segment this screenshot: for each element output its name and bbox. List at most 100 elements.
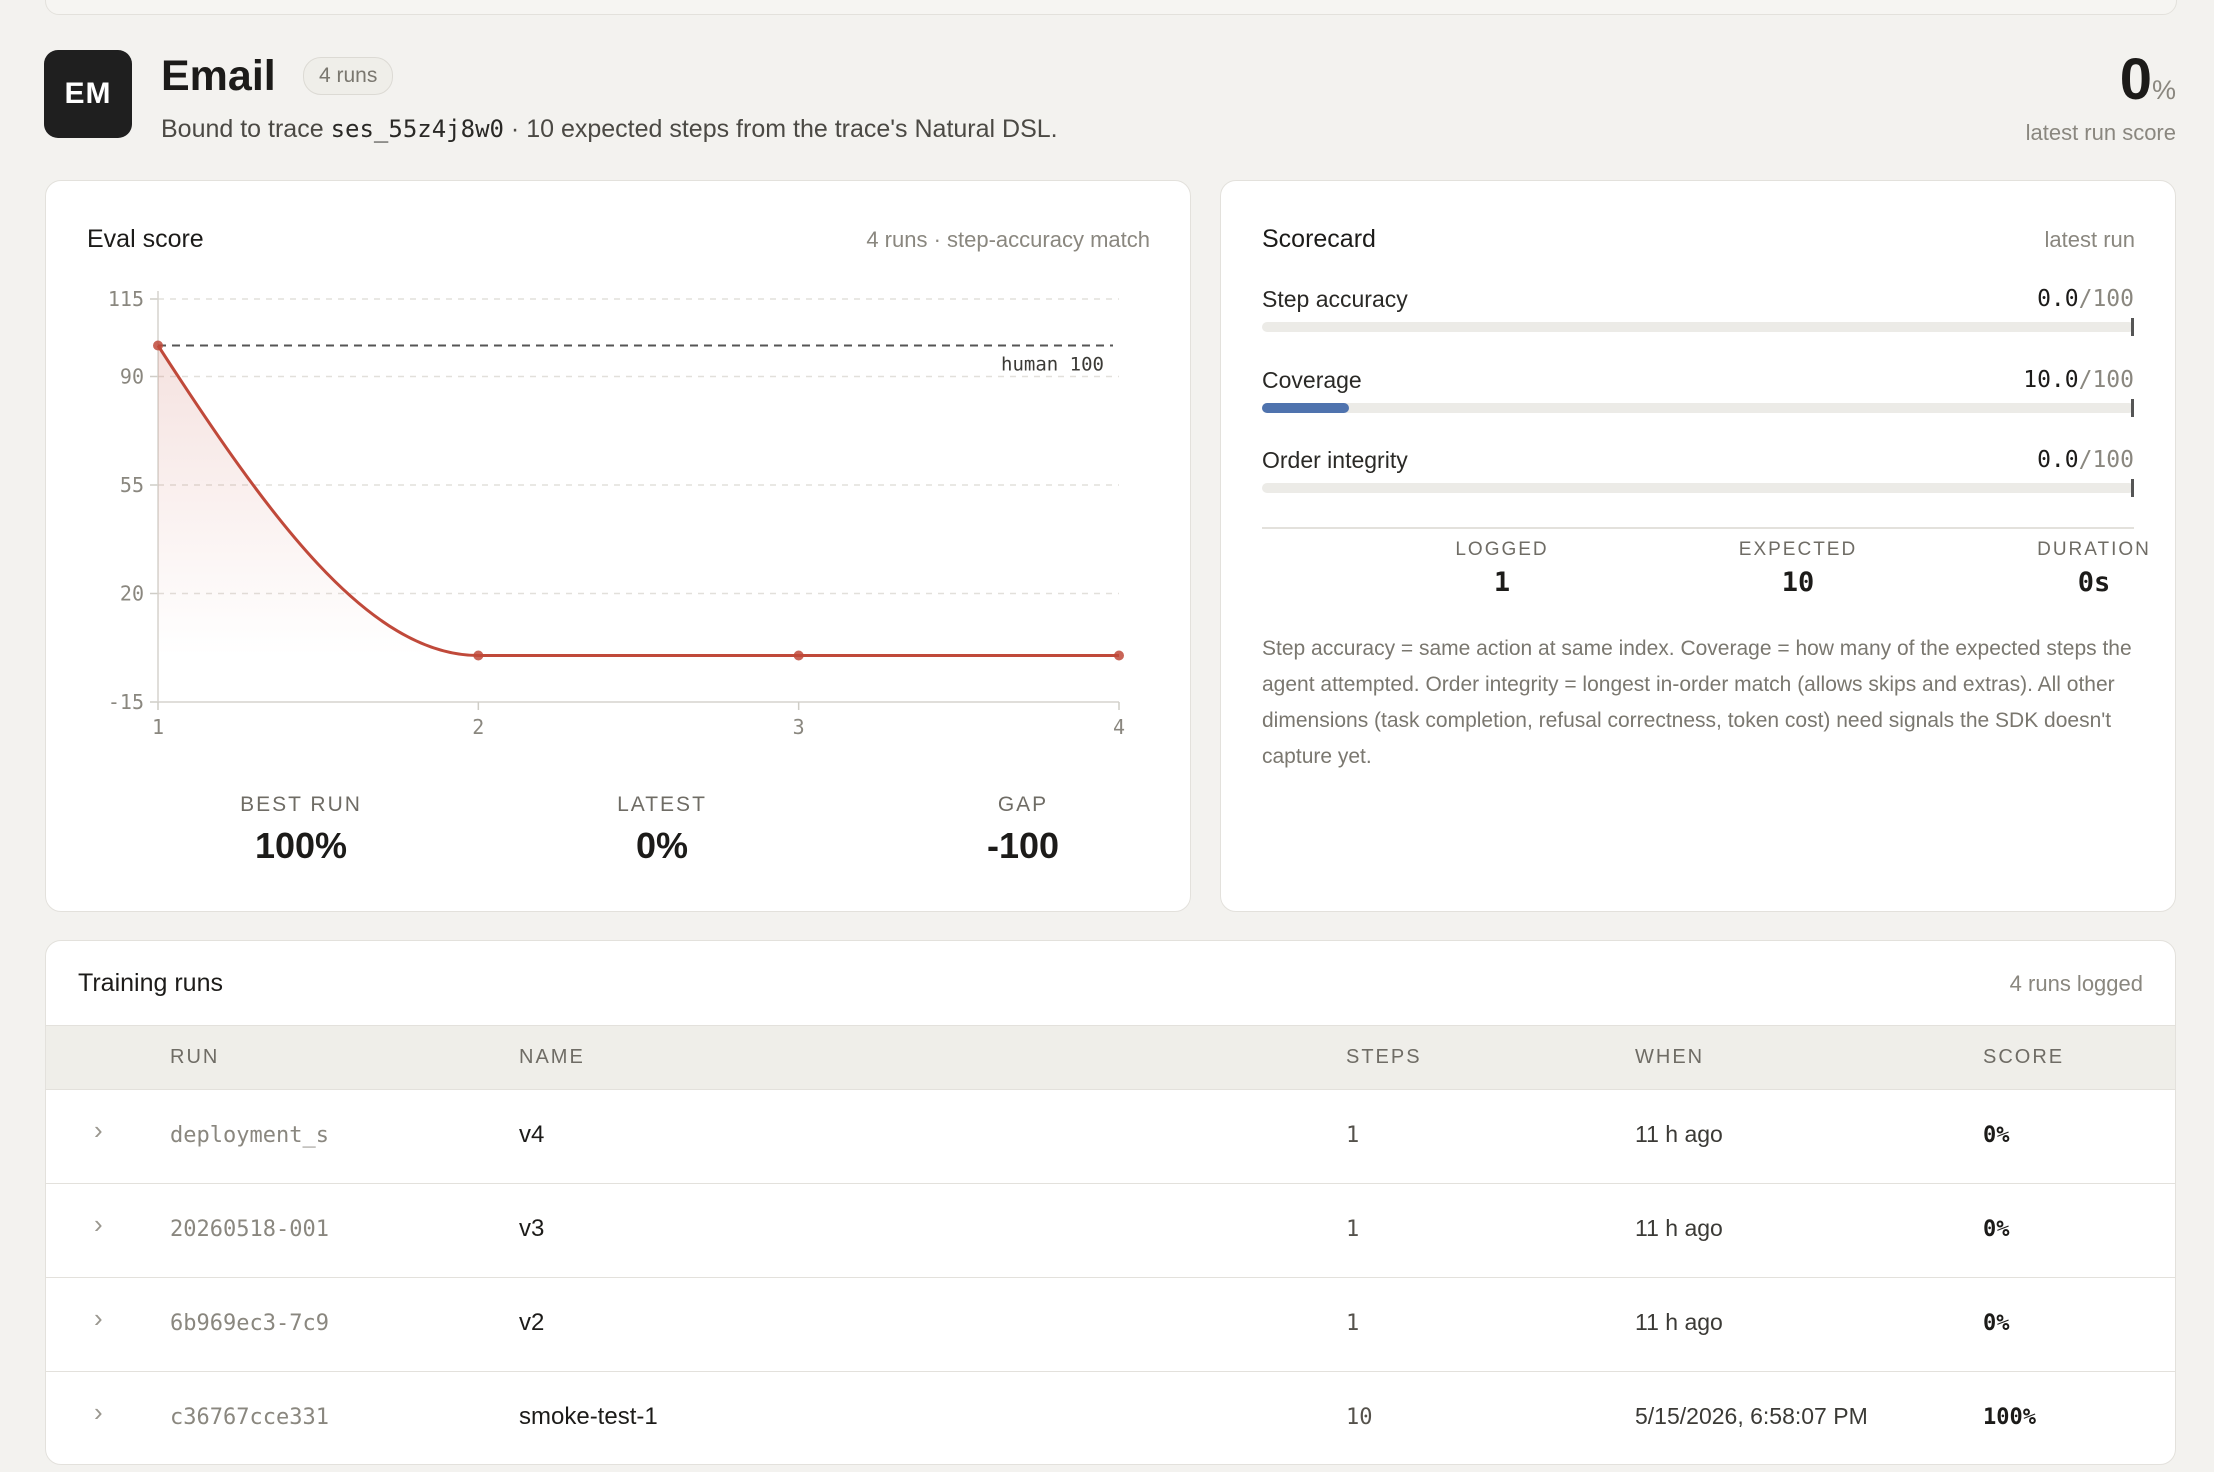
run-score: 0%	[1983, 1123, 2010, 1148]
y-tick-label: -15	[108, 690, 144, 714]
stat-gap: GAP -100	[923, 793, 1123, 867]
latest-score-unit: %	[2151, 75, 2176, 105]
stat-label: GAP	[997, 793, 1049, 816]
stat-label: EXPECTED	[1738, 539, 1858, 560]
runs-count-badge: 4 runs	[303, 57, 394, 95]
chevron-right-icon[interactable]: ›	[94, 1209, 103, 1239]
metric-value: 0.0/100	[2037, 286, 2134, 312]
run-when: 11 h ago	[1635, 1309, 1723, 1335]
stat-duration: DURATION 0s	[1994, 539, 2194, 598]
metric-bar	[1262, 318, 2134, 336]
run-score: 100%	[1983, 1405, 2036, 1430]
avatar: EM	[44, 50, 132, 138]
column-header-steps[interactable]: STEPS	[1346, 1046, 1422, 1068]
x-tick-label: 2	[472, 715, 484, 739]
stat-latest: LATEST 0%	[562, 793, 762, 867]
stat-value: 1	[1493, 567, 1511, 598]
page-header: EM Email 4 runs Bound to trace ses_55z4j…	[44, 50, 2176, 150]
latest-score-label: latest run score	[2025, 120, 2176, 145]
run-steps: 1	[1346, 1311, 1360, 1336]
y-tick-label: 20	[120, 582, 144, 606]
metric-name: Coverage	[1262, 367, 1362, 393]
series-line	[156, 344, 1119, 657]
eval-score-card: Eval score 4 runs · step-accuracy match …	[45, 180, 1191, 912]
column-header-run[interactable]: RUN	[170, 1046, 220, 1068]
table-row[interactable]: › 6b969ec3-7c9 v2 1 11 h ago 0%	[46, 1277, 2175, 1372]
stat-value: 0%	[635, 825, 689, 866]
stat-label: BEST RUN	[240, 793, 362, 816]
metric-bar	[1262, 399, 2134, 417]
x-tick-label: 1	[152, 715, 164, 739]
chevron-right-icon[interactable]: ›	[94, 1115, 103, 1145]
run-name: v3	[519, 1215, 545, 1242]
x-tick-label: 4	[1113, 715, 1125, 739]
eval-card-title: Eval score	[87, 225, 204, 253]
page-subtitle: Bound to trace ses_55z4j8w0 · 10 expecte…	[161, 115, 1058, 144]
table-row[interactable]: › c36767cce331 smoke-test-1 10 5/15/2026…	[46, 1371, 2175, 1464]
stat-label: LATEST	[617, 793, 707, 816]
eval-card-meta: 4 runs · step-accuracy match	[866, 227, 1150, 252]
run-id: 20260518-001	[170, 1217, 329, 1242]
scorecard-note: Step accuracy = same action at same inde…	[1262, 637, 2132, 768]
stat-label: LOGGED	[1455, 539, 1549, 560]
metric-coverage: Coverage 10.0/100	[1262, 367, 2134, 417]
metric-order-integrity: Order integrity 0.0/100	[1262, 447, 2134, 497]
runs-card-meta: 4 runs logged	[2009, 971, 2143, 996]
run-id: 6b969ec3-7c9	[170, 1311, 329, 1336]
trace-id: ses_55z4j8w0	[330, 115, 504, 143]
run-when: 11 h ago	[1635, 1215, 1723, 1241]
stat-expected: EXPECTED 10	[1698, 539, 1898, 598]
column-header-score[interactable]: SCORE	[1983, 1046, 2065, 1068]
training-runs-card: Training runs 4 runs logged RUN NAME STE…	[45, 940, 2176, 1465]
metric-number: 10.0	[2023, 367, 2079, 393]
metric-max: /100	[2078, 447, 2134, 473]
scorecard-meta: latest run	[2044, 227, 2136, 252]
y-tick-label: 115	[108, 287, 144, 311]
runs-card-title: Training runs	[78, 969, 223, 997]
metric-step-accuracy: Step accuracy 0.0/100	[1262, 286, 2134, 336]
y-tick-label: 90	[120, 365, 144, 389]
metric-bar	[1262, 479, 2134, 497]
chevron-right-icon[interactable]: ›	[94, 1397, 103, 1427]
data-point	[1114, 650, 1124, 661]
run-score: 0%	[1983, 1311, 2010, 1336]
metric-number: 0.0	[2037, 447, 2079, 473]
run-name: v2	[519, 1309, 545, 1336]
run-steps: 10	[1346, 1405, 1373, 1430]
metric-value: 0.0/100	[2037, 447, 2134, 473]
area-fill	[158, 345, 479, 656]
stat-value: -100	[986, 825, 1060, 866]
x-tick-label: 3	[793, 715, 805, 739]
previous-card-edge	[45, 0, 2177, 15]
data-point	[793, 650, 804, 661]
run-id: deployment_s	[170, 1123, 329, 1148]
data-point	[153, 340, 163, 351]
table-row[interactable]: › 20260518-001 v3 1 11 h ago 0%	[46, 1183, 2175, 1278]
latest-score: 0% latest run score	[2026, 50, 2176, 146]
metric-bar-max-tick	[2131, 479, 2134, 497]
chevron-right-icon[interactable]: ›	[94, 1303, 103, 1333]
run-name: v4	[519, 1121, 545, 1148]
run-when: 5/15/2026, 6:58:07 PM	[1635, 1403, 1868, 1429]
table-row[interactable]: › deployment_s v4 1 11 h ago 0%	[46, 1089, 2175, 1184]
stat-logged: LOGGED 1	[1402, 539, 1602, 598]
latest-score-value: 0	[2119, 47, 2152, 112]
table-header: RUN NAME STEPS WHEN SCORE	[46, 1025, 2175, 1090]
metric-value: 10.0/100	[2023, 367, 2134, 393]
run-steps: 1	[1346, 1217, 1360, 1242]
y-tick-label: 55	[120, 473, 144, 497]
reference-line-label: human 100	[1001, 354, 1104, 376]
scorecard-title: Scorecard	[1262, 225, 1376, 253]
metric-bar-fill	[1262, 403, 1350, 413]
stat-value: 100%	[254, 825, 348, 866]
scorecard-divider	[1262, 527, 2134, 529]
column-header-name[interactable]: NAME	[519, 1046, 585, 1068]
run-name: smoke-test-1	[519, 1403, 658, 1430]
stat-label: DURATION	[2037, 539, 2151, 560]
run-score: 0%	[1983, 1217, 2010, 1242]
run-steps: 1	[1346, 1123, 1360, 1148]
metric-name: Step accuracy	[1262, 286, 1408, 312]
run-id: c36767cce331	[170, 1405, 329, 1430]
column-header-when[interactable]: WHEN	[1635, 1046, 1705, 1068]
metric-bar-max-tick	[2131, 399, 2134, 417]
